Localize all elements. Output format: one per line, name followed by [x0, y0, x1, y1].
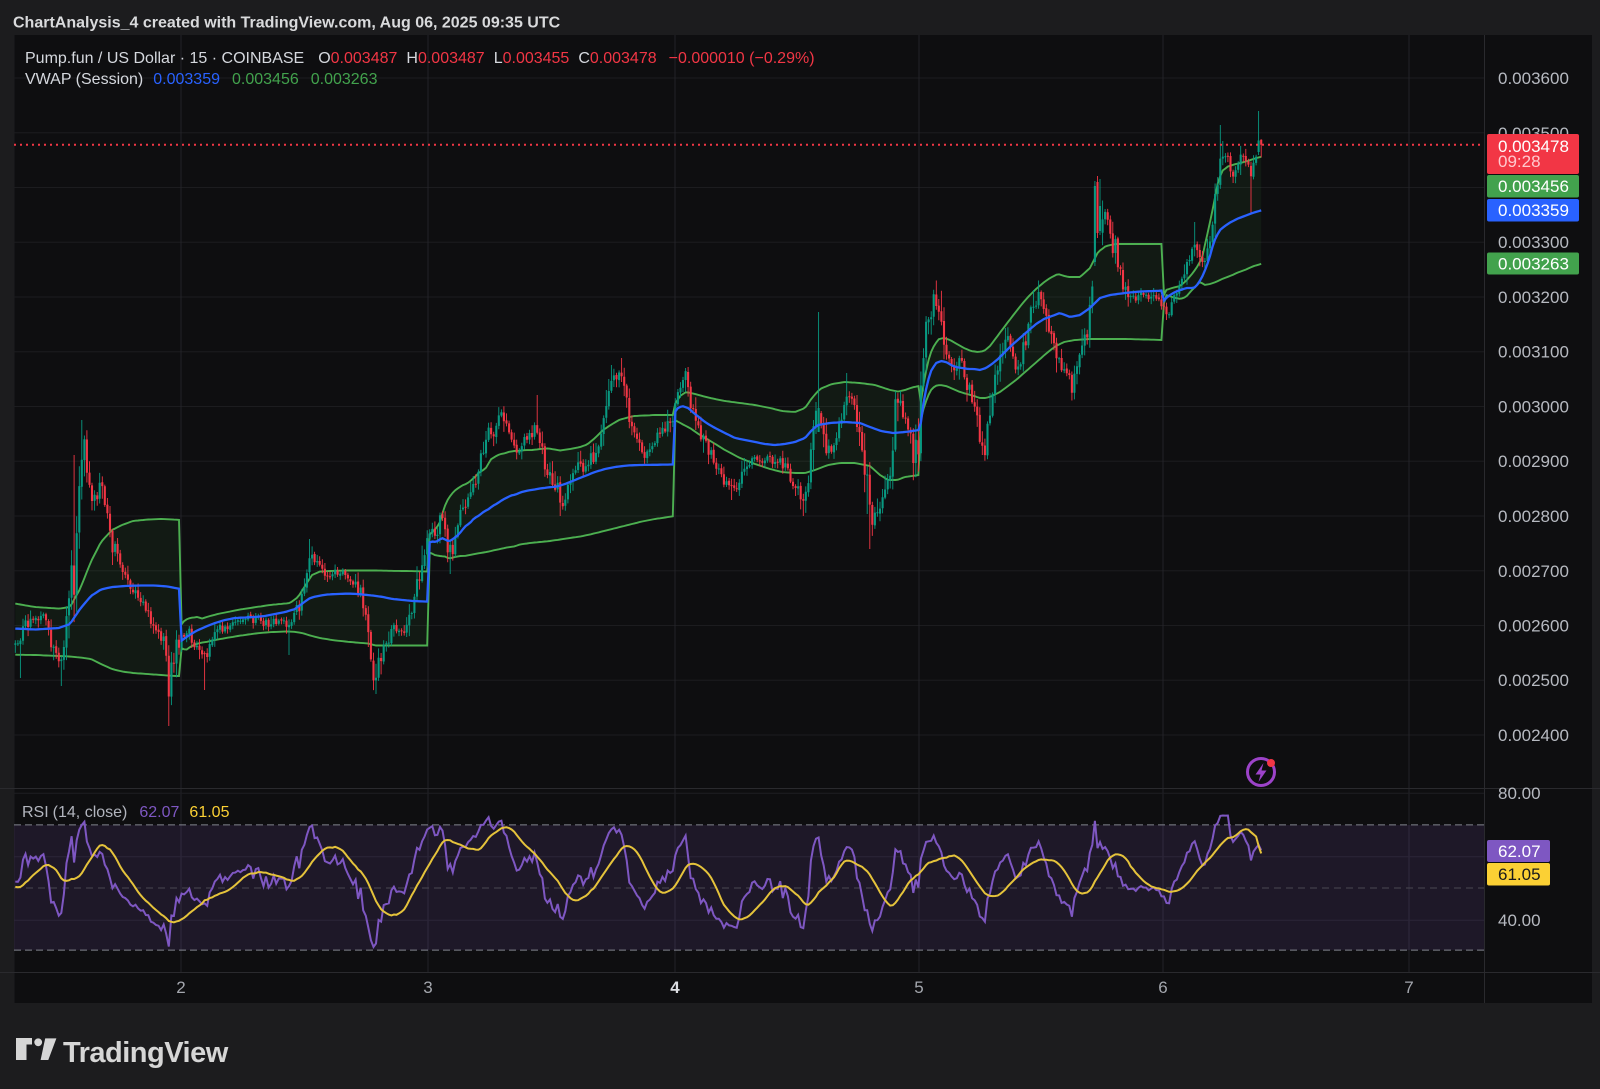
- svg-text:7: 7: [1404, 978, 1413, 997]
- svg-text:62.07: 62.07: [1498, 842, 1541, 861]
- svg-text:0.003600: 0.003600: [1498, 69, 1569, 88]
- svg-text:2: 2: [176, 978, 185, 997]
- svg-text:61.05: 61.05: [1498, 865, 1541, 884]
- svg-text:0.003300: 0.003300: [1498, 233, 1569, 252]
- svg-text:40.00: 40.00: [1498, 911, 1541, 930]
- svg-text:0.003000: 0.003000: [1498, 398, 1569, 417]
- svg-text:0.002500: 0.002500: [1498, 671, 1569, 690]
- svg-text:0.002900: 0.002900: [1498, 452, 1569, 471]
- svg-text:0.003456: 0.003456: [1498, 177, 1569, 196]
- svg-text:0.003200: 0.003200: [1498, 288, 1569, 307]
- svg-text:0.002800: 0.002800: [1498, 507, 1569, 526]
- svg-text:3: 3: [423, 978, 432, 997]
- svg-text:Pump.fun / US Dollar · 15 · CO: Pump.fun / US Dollar · 15 · COINBASE O0.0…: [25, 50, 815, 67]
- svg-text:0.002400: 0.002400: [1498, 726, 1569, 745]
- svg-text:0.002700: 0.002700: [1498, 562, 1569, 581]
- svg-text:0.003263: 0.003263: [1498, 255, 1569, 274]
- svg-text:0.003100: 0.003100: [1498, 343, 1569, 362]
- svg-text:4: 4: [670, 978, 680, 997]
- svg-text:0.003359: 0.003359: [1498, 201, 1569, 220]
- svg-text:5: 5: [914, 978, 923, 997]
- svg-text:0.002600: 0.002600: [1498, 617, 1569, 636]
- svg-text:09:28: 09:28: [1498, 152, 1541, 171]
- svg-text:6: 6: [1158, 978, 1167, 997]
- svg-text:0.003478: 0.003478: [1498, 137, 1569, 156]
- svg-text:TradingView: TradingView: [63, 1037, 229, 1069]
- svg-text:80.00: 80.00: [1498, 784, 1541, 803]
- svg-text:ChartAnalysis_4 created with T: ChartAnalysis_4 created with TradingView…: [13, 15, 561, 32]
